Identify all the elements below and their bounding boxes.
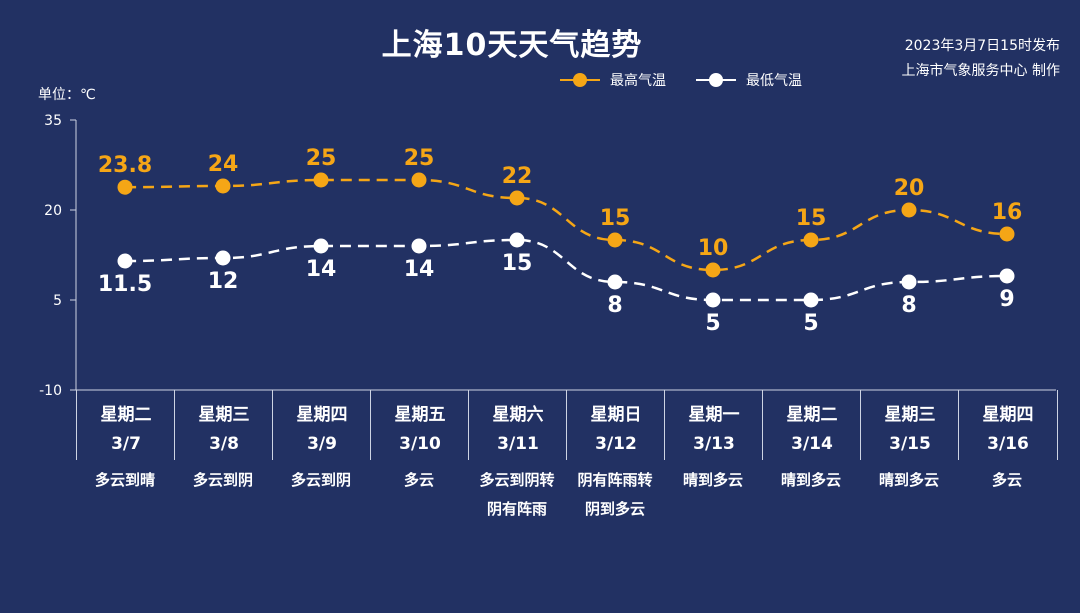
low-temp-label: 5: [803, 311, 818, 336]
low-temp-label: 9: [999, 287, 1014, 312]
issue-time: 2023年3月7日15时发布: [904, 38, 1060, 54]
date-label: 3/15: [889, 434, 931, 454]
day-header: 星期四 3/16: [958, 390, 1058, 460]
high-temp-point: [411, 172, 427, 188]
weekday-label: 星期六: [492, 405, 544, 425]
weather-description: 多云: [991, 471, 1022, 489]
y-tick-label: 20: [44, 203, 62, 219]
high-temp-label: 22: [502, 164, 533, 189]
legend-low-label: 最低气温: [746, 73, 802, 89]
high-temp-label: 24: [208, 152, 239, 177]
weather-description: 多云到晴: [94, 471, 155, 489]
low-temp-point: [999, 268, 1015, 284]
y-tick-label: -10: [39, 383, 62, 399]
high-temp-point: [803, 232, 819, 248]
producer-credit: 上海市气象服务中心 制作: [901, 63, 1060, 79]
weather-description: 多云到阴: [290, 471, 351, 489]
date-label: 3/12: [595, 434, 637, 454]
weekday-label: 星期日: [590, 405, 642, 425]
day-columns: 星期二 3/7 多云到晴 星期三 3/8 多云到阴 星期四 3/9 多云到阴 星期五 3/10 多云 星…: [76, 390, 1058, 520]
low-temp-point: [117, 253, 133, 269]
low-temp-point: [803, 292, 819, 308]
date-label: 3/13: [693, 434, 735, 454]
low-temp-point: [705, 292, 721, 308]
day-header: 星期五 3/10: [370, 390, 469, 460]
day-header: 星期二 3/14: [762, 390, 861, 460]
high-temp-point: [313, 172, 329, 188]
day-header: 星期六 3/11: [468, 390, 567, 460]
unit-label: 单位：℃: [38, 87, 96, 103]
low-temp-point: [607, 274, 623, 290]
weekday-label: 星期二: [100, 405, 152, 425]
day-header: 星期三 3/8: [174, 390, 273, 460]
high-temp-label: 15: [796, 206, 827, 231]
low-temp-label: 14: [404, 257, 435, 282]
high-temp-point: [705, 262, 721, 278]
date-label: 3/14: [791, 434, 833, 454]
low-temp-point: [901, 274, 917, 290]
high-temp-label: 10: [698, 236, 729, 261]
weekday-label: 星期三: [198, 405, 250, 425]
legend-item-low: 最低气温: [696, 70, 802, 90]
day-header: 星期日 3/12: [566, 390, 665, 460]
high-temp-point: [999, 226, 1015, 242]
date-label: 3/11: [497, 434, 539, 454]
day-header: 星期三 3/15: [860, 390, 959, 460]
low-temp-label: 8: [607, 293, 622, 318]
high-temp-label: 20: [894, 176, 925, 201]
legend-high-label: 最高气温: [610, 73, 666, 89]
weather-description: 晴到多云: [780, 471, 841, 489]
date-label: 3/7: [111, 434, 141, 454]
weekday-label: 星期五: [394, 405, 446, 425]
legend-low-marker-icon: [696, 73, 736, 87]
low-temp-point: [215, 250, 231, 266]
high-temp-line: [124, 178, 1008, 272]
high-temp-label: 15: [600, 206, 631, 231]
high-temp-point: [509, 190, 525, 206]
low-temp-label: 8: [901, 293, 916, 318]
high-temp-label: 25: [306, 146, 337, 171]
date-label: 3/8: [209, 434, 239, 454]
low-temp-label: 15: [502, 251, 533, 276]
low-temp-line: [124, 238, 1008, 302]
weather-description: 多云: [403, 471, 434, 489]
weather-description: 阴有阵雨转 阴到多云: [577, 471, 653, 518]
low-temp-label: 11.5: [98, 272, 152, 297]
weekday-label: 星期四: [982, 405, 1034, 425]
high-temp-point: [117, 179, 133, 195]
high-temp-label: 23.8: [98, 153, 152, 178]
day-header: 星期一 3/13: [664, 390, 763, 460]
day-header: 星期二 3/7: [76, 390, 175, 460]
high-temp-label: 25: [404, 146, 435, 171]
weather-description: 晴到多云: [682, 471, 743, 489]
high-temp-point: [607, 232, 623, 248]
low-temp-label: 12: [208, 269, 239, 294]
weekday-label: 星期一: [688, 405, 740, 425]
low-temp-point: [313, 238, 329, 254]
y-tick-label: 35: [44, 113, 62, 129]
weather-description: 多云到阴: [192, 471, 253, 489]
legend-high-marker-icon: [560, 73, 600, 87]
low-temp-label: 14: [306, 257, 337, 282]
date-label: 3/16: [987, 434, 1029, 454]
weekday-label: 星期二: [786, 405, 838, 425]
legend-item-high: 最高气温: [560, 70, 666, 90]
chart-legend: 最高气温 最低气温: [560, 70, 802, 90]
high-temp-label: 16: [992, 200, 1023, 225]
y-tick-label: 5: [53, 293, 62, 309]
low-temp-point: [411, 238, 427, 254]
high-temp-point: [215, 178, 231, 194]
high-temp-point: [901, 202, 917, 218]
chart-title: 上海10天天气趋势: [381, 28, 643, 63]
low-temp-label: 5: [705, 311, 720, 336]
weather-description: 多云到阴转 阴有阵雨: [479, 471, 555, 518]
weekday-label: 星期四: [296, 405, 348, 425]
weather-description: 晴到多云: [878, 471, 939, 489]
day-header: 星期四 3/9: [272, 390, 371, 460]
low-temp-point: [509, 232, 525, 248]
date-label: 3/10: [399, 434, 441, 454]
date-label: 3/9: [307, 434, 337, 454]
weekday-label: 星期三: [884, 405, 936, 425]
